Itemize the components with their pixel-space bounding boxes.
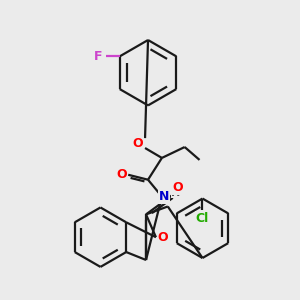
Text: O: O [158,231,168,244]
Text: H: H [171,188,180,198]
Text: O: O [133,136,143,150]
Text: O: O [116,168,127,181]
Text: N: N [159,190,169,203]
Text: Cl: Cl [196,212,209,225]
Text: O: O [172,181,183,194]
Text: F: F [94,50,102,63]
